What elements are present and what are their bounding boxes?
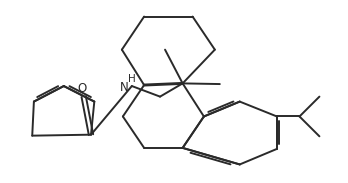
Text: O: O (77, 82, 86, 95)
Text: N: N (120, 81, 129, 94)
Text: H: H (128, 74, 136, 84)
